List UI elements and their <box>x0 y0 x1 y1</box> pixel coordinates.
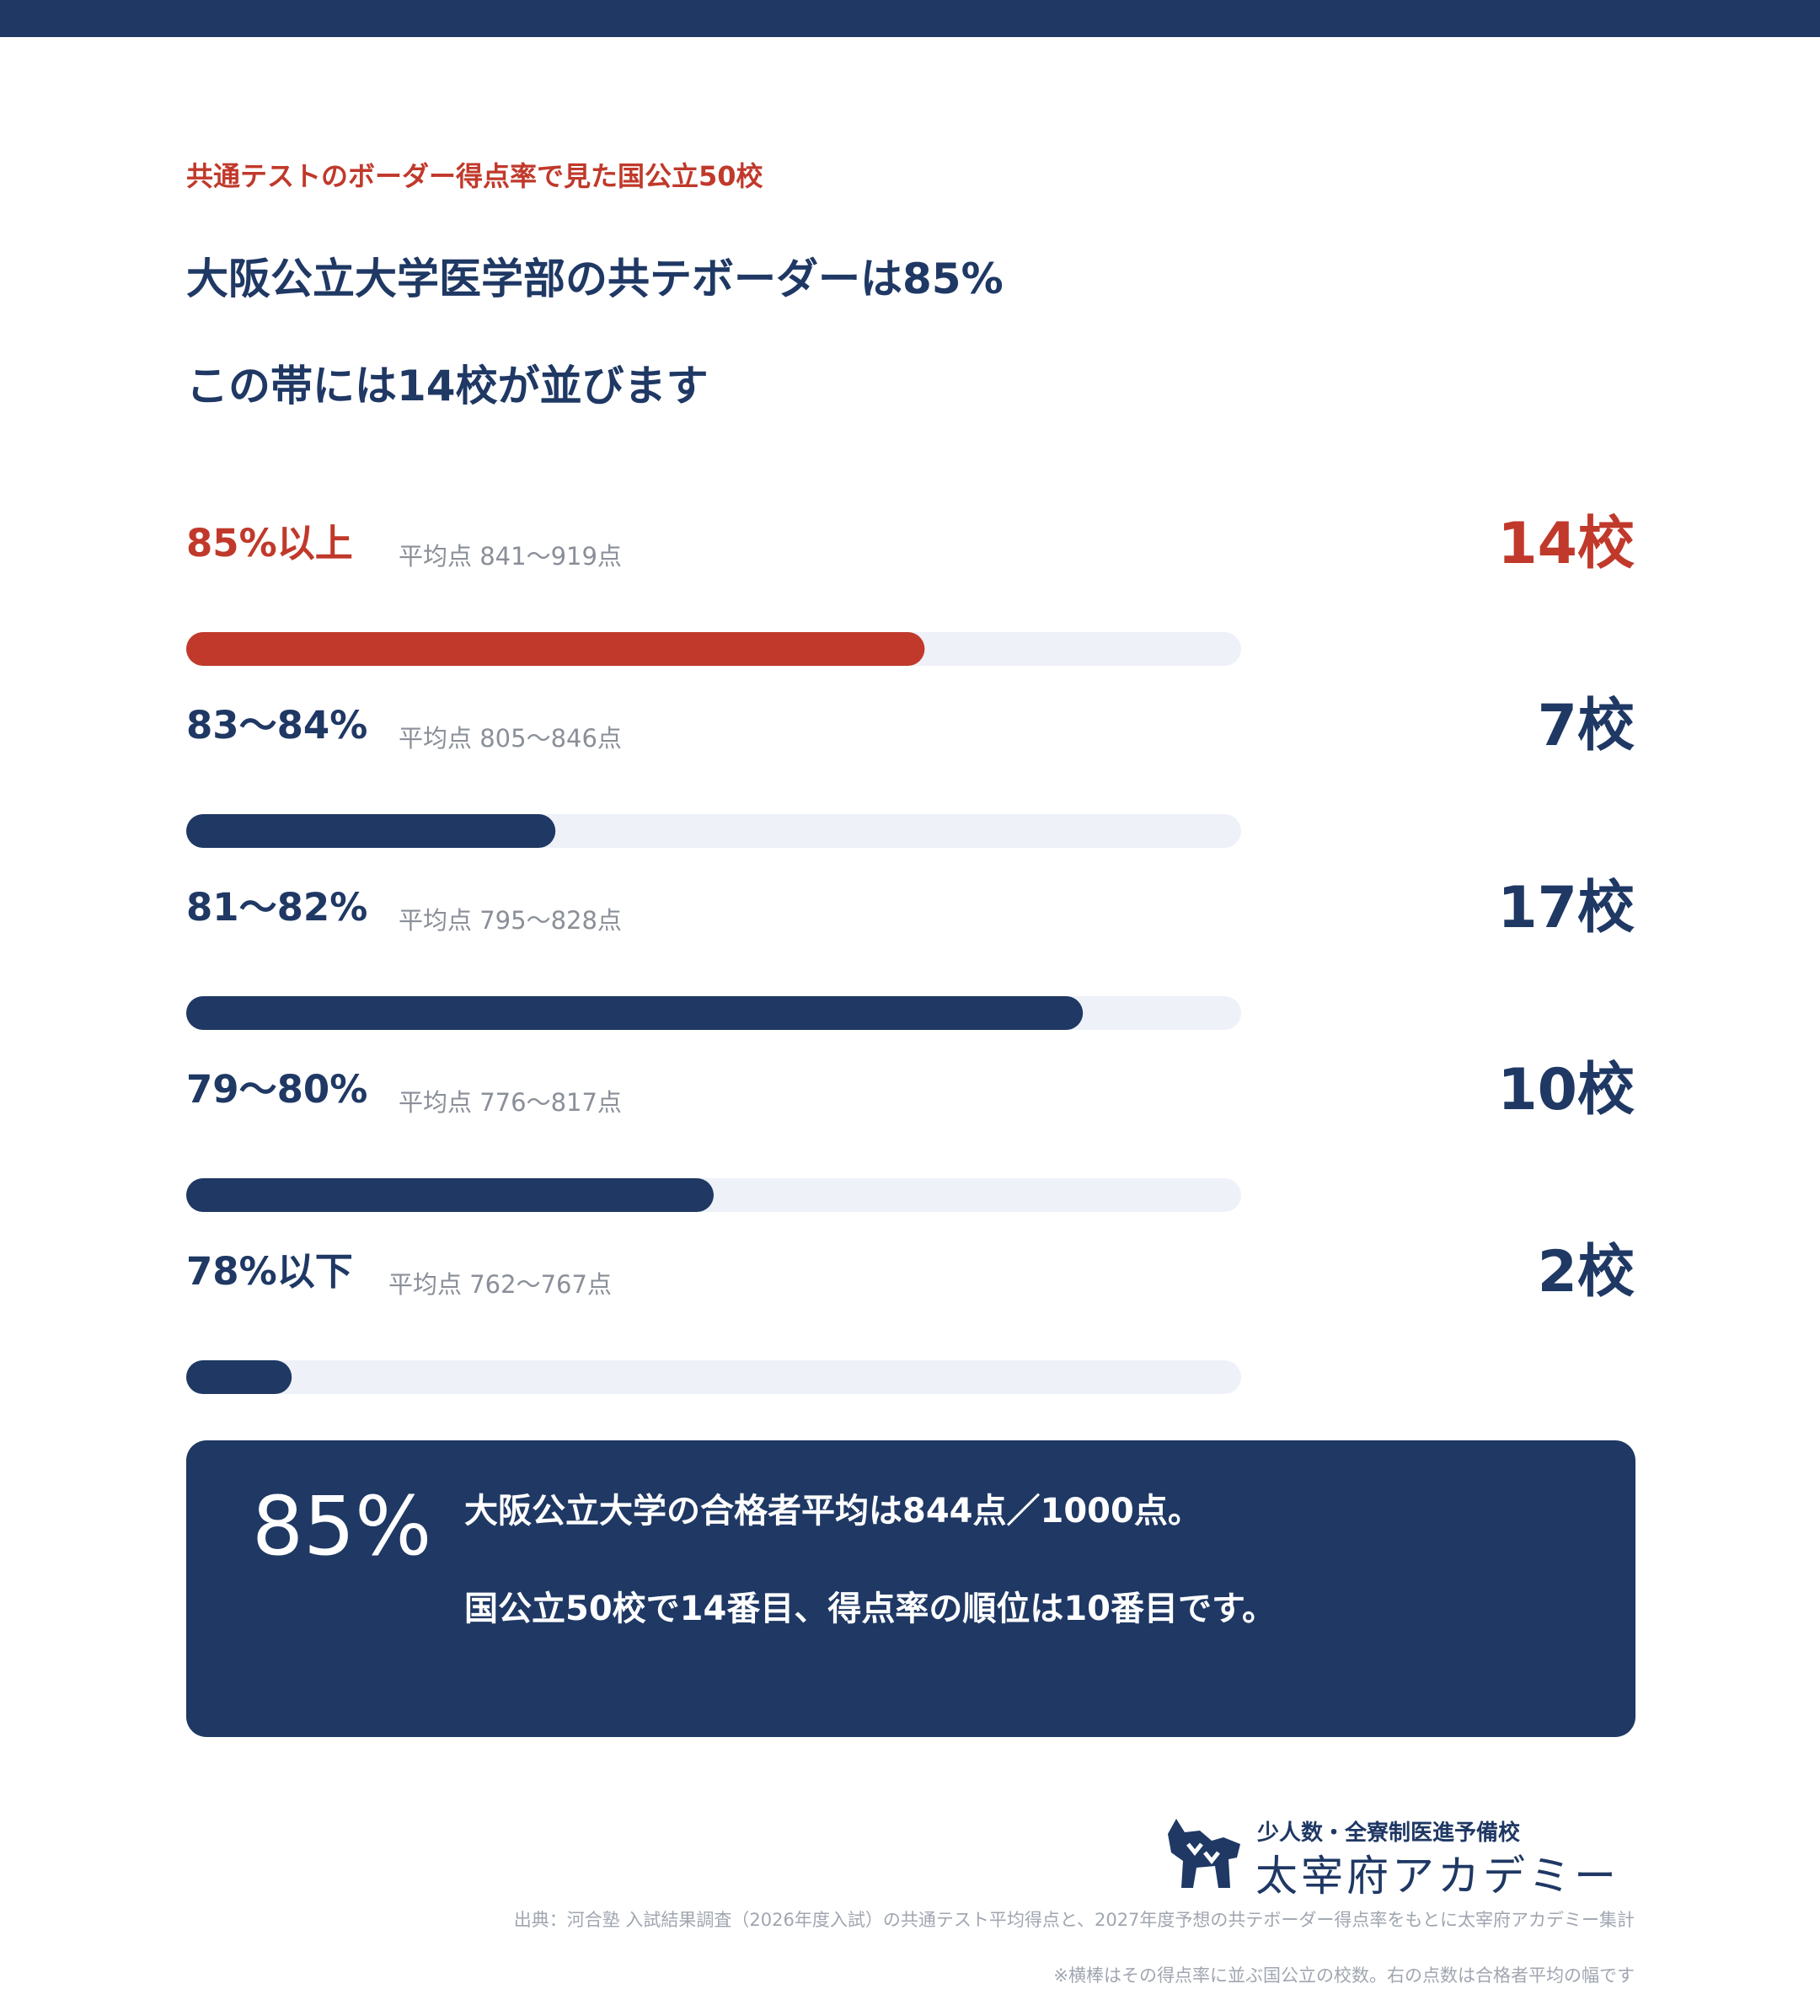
bar-fill <box>186 1178 714 1212</box>
band-label: 79〜80% <box>186 1067 367 1112</box>
school-count-label: 7校 <box>1538 693 1635 759</box>
eyebrow-text: 共通テストのボーダー得点率で見た国公立50校 <box>186 160 763 192</box>
top-accent-bar <box>0 0 1820 37</box>
bar-fill <box>186 814 556 848</box>
chart-note: ※横棒はその得点率に並ぶ国公立の校数。右の点数は合格者平均の幅です <box>1053 1965 1635 1986</box>
band-average-range: 平均点 805〜846点 <box>399 724 622 753</box>
dog-logo-icon <box>1168 1819 1240 1888</box>
school-count-label: 17校 <box>1497 875 1635 941</box>
source-citation: 出典：河合塾 入試結果調査（2026年度入試）の共通テスト平均得点と、2027年… <box>513 1910 1635 1930</box>
bar-fill <box>186 632 925 666</box>
band-average-range: 平均点 762〜767点 <box>388 1270 612 1299</box>
logo-tagline: 少人数・全寮制医進予備校 <box>1257 1820 1521 1846</box>
band-label: 81〜82% <box>186 885 367 930</box>
band-average-range: 平均点 795〜828点 <box>399 906 622 935</box>
summary-percentage: 85% <box>252 1479 432 1574</box>
band-label: 83〜84% <box>186 703 367 748</box>
summary-panel: 85% 大阪公立大学の合格者平均は844点／1000点。 国公立50校で14番目… <box>186 1440 1635 1737</box>
brand-logo: 少人数・全寮制医進予備校 太宰府アカデミー <box>1163 1812 1639 1901</box>
logo-wordmark: 太宰府アカデミー <box>1255 1852 1619 1901</box>
band-label: 85%以上 <box>186 521 353 566</box>
summary-line-1: 大阪公立大学の合格者平均は844点／1000点。 <box>464 1492 1202 1531</box>
bar-fill <box>186 1360 292 1394</box>
school-count-label: 10校 <box>1497 1057 1635 1123</box>
band-average-range: 平均点 776〜817点 <box>399 1088 622 1117</box>
band-average-range: 平均点 841〜919点 <box>399 542 622 571</box>
band-bar-chart: 85%以上 平均点 841〜919点 14校 83〜84% 平均点 805〜846点 7校… <box>186 511 1635 1394</box>
bar-fill <box>186 996 1084 1030</box>
page-title-line-2: この帯には14校が並びます <box>186 362 709 410</box>
page-title-line-1: 大阪公立大学医学部の共テボーダーは85% <box>186 255 1004 303</box>
summary-line-2: 国公立50校で14番目、得点率の順位は10番目です。 <box>464 1590 1276 1628</box>
school-count-label: 2校 <box>1538 1239 1635 1306</box>
bar-track <box>186 1360 1241 1394</box>
school-count-label: 14校 <box>1497 511 1635 577</box>
band-label: 78%以下 <box>186 1249 353 1294</box>
